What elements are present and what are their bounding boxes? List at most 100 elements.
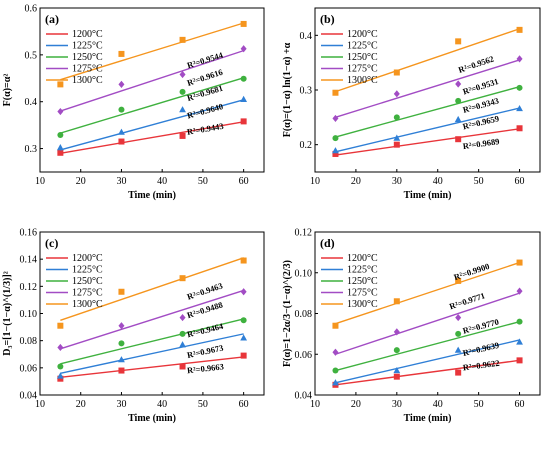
- x-tick-label: 60: [515, 399, 525, 410]
- legend-label: 1225°C: [72, 265, 103, 276]
- data-point: [393, 134, 401, 141]
- x-axis-label: Time (min): [404, 413, 452, 424]
- data-point: [455, 136, 462, 143]
- y-axis-label: D₃=[1−(1−α)^(1/3)]²: [2, 271, 13, 355]
- y-axis-label: F(α)=1−2α/3−(1−α)^(2/3): [282, 260, 293, 367]
- y-tick-label: 0.12: [20, 282, 38, 293]
- r2-label: R²=0.9770: [462, 317, 500, 336]
- data-point: [332, 367, 339, 374]
- y-axis-label: F(α)=(1−α) ln(1−α) +α: [282, 42, 293, 137]
- legend-label: 1200°C: [347, 253, 378, 264]
- x-tick-label: 10: [310, 399, 320, 410]
- r2-label: R²=0.9689: [462, 136, 500, 151]
- data-point: [393, 347, 400, 354]
- data-point: [393, 90, 400, 98]
- legend-label: 1275°C: [72, 64, 103, 75]
- data-point: [393, 141, 400, 148]
- legend-label: 1300°C: [72, 75, 103, 86]
- fit-line: [60, 99, 244, 151]
- data-point: [240, 288, 247, 296]
- data-point: [240, 95, 248, 102]
- data-point: [240, 352, 247, 359]
- data-point: [332, 147, 339, 154]
- data-point: [455, 313, 462, 322]
- y-tick-label: 0.12: [295, 228, 313, 239]
- legend-label: 1300°C: [347, 75, 378, 86]
- panel-1: 10 20 30 40 50 60 0.2 0.3 0.4 Time (min) F(α)=(1−α…: [282, 7, 541, 201]
- data-point: [332, 379, 339, 386]
- x-tick-label: 50: [474, 399, 484, 410]
- data-point: [179, 313, 186, 322]
- y-tick-label: 0.06: [20, 363, 38, 374]
- data-point: [455, 369, 462, 376]
- x-tick-label: 50: [474, 176, 484, 187]
- fit-line: [335, 359, 520, 386]
- data-point: [516, 338, 523, 345]
- x-axis-label: Time (min): [128, 413, 176, 424]
- r2-label: R²=0.9343: [462, 95, 500, 114]
- data-point: [393, 366, 401, 374]
- data-point: [516, 259, 523, 266]
- x-axis-label: Time (min): [404, 190, 452, 201]
- data-point: [179, 341, 186, 348]
- fit-line: [335, 339, 520, 384]
- legend-label: 1275°C: [347, 64, 378, 75]
- x-tick-label: 40: [433, 176, 443, 187]
- y-tick-label: 0.16: [20, 228, 38, 239]
- data-point: [57, 363, 64, 370]
- r2-label: R²=0.9622: [462, 358, 500, 373]
- y-tick-label: 0.2: [300, 140, 313, 151]
- y-tick-label: 0.04: [295, 391, 313, 402]
- data-point: [240, 118, 247, 125]
- data-point: [332, 150, 339, 157]
- x-tick-label: 50: [198, 399, 208, 410]
- data-point: [332, 114, 339, 123]
- data-point: [57, 107, 64, 116]
- data-point: [179, 363, 186, 370]
- fit-line: [60, 289, 244, 350]
- y-tick-label: 0.04: [20, 391, 38, 402]
- x-tick-label: 30: [116, 176, 126, 187]
- y-tick-label: 0.08: [20, 336, 38, 347]
- x-tick-label: 10: [310, 176, 320, 187]
- data-point: [118, 340, 125, 347]
- fit-line: [60, 121, 244, 154]
- data-point: [179, 106, 186, 113]
- data-point: [516, 287, 523, 295]
- panel-label: (a): [45, 12, 59, 26]
- r2-label: R²=0.9640: [186, 101, 224, 120]
- data-point: [179, 275, 186, 282]
- legend-label: 1300°C: [72, 299, 103, 310]
- x-tick-label: 40: [157, 399, 167, 410]
- x-tick-label: 20: [351, 399, 361, 410]
- data-point: [118, 322, 125, 330]
- data-point: [179, 132, 186, 139]
- legend-label: 1250°C: [347, 276, 378, 287]
- data-point: [118, 80, 125, 88]
- data-point: [393, 298, 400, 305]
- data-point: [57, 343, 64, 352]
- data-point: [393, 69, 400, 76]
- data-point: [240, 334, 248, 341]
- legend-label: 1250°C: [72, 276, 103, 287]
- series-0: R²=0.9663: [57, 352, 247, 382]
- fit-line: [60, 22, 244, 81]
- r2-label: R²=0.9562: [457, 54, 495, 75]
- fit-line: [335, 261, 520, 325]
- panel-label: (d): [320, 236, 335, 250]
- legend-label: 1200°C: [72, 253, 103, 264]
- panel-label: (b): [320, 12, 335, 26]
- fit-line: [335, 59, 520, 119]
- fit-line: [60, 49, 244, 112]
- y-tick-label: 0.6: [25, 4, 38, 15]
- y-tick-label: 0.14: [20, 255, 38, 266]
- data-point: [393, 373, 400, 380]
- data-point: [118, 356, 125, 363]
- data-point: [57, 375, 64, 382]
- r2-label: R²=0.9659: [462, 113, 500, 131]
- data-point: [454, 346, 462, 353]
- fit-line: [60, 356, 244, 379]
- data-point: [240, 20, 247, 27]
- y-tick-label: 0.06: [295, 350, 313, 361]
